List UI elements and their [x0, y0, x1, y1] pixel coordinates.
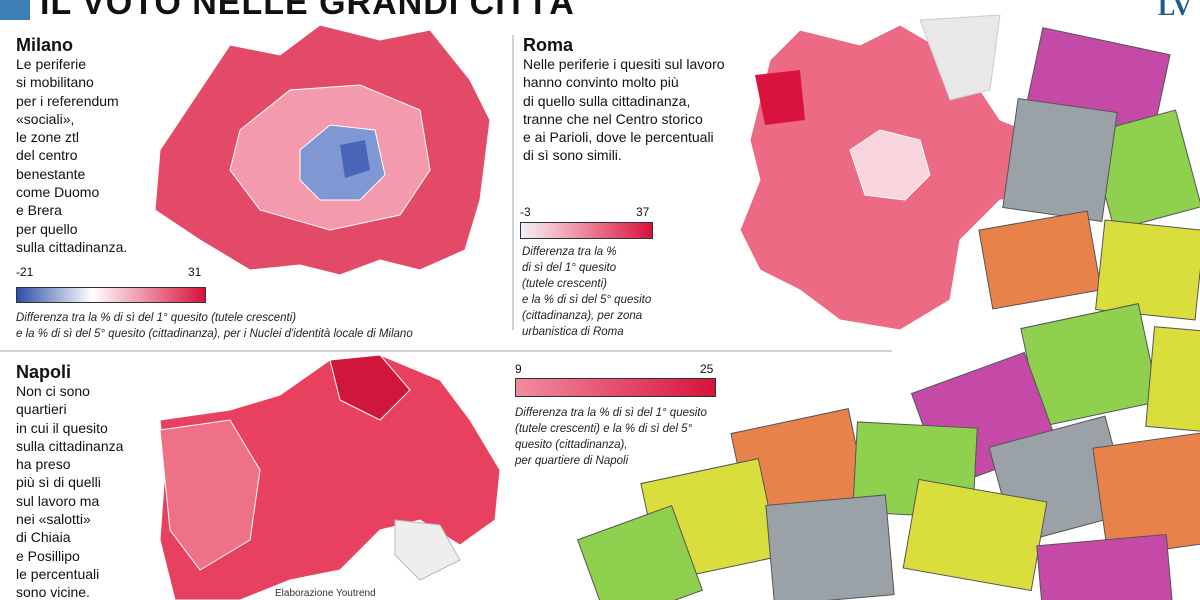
legend-caption: Differenza tra la % di sì del 1° quesito… [16, 310, 413, 342]
text-line: Differenza tra la % di sì del 1° quesito… [16, 312, 297, 324]
map-roma-centre [849, 129, 931, 201]
text-line: più sì di quelli [16, 474, 101, 491]
section-body: Nelle periferie i quesiti sul lavoro hann… [523, 55, 725, 165]
text-line: per i referendum [16, 92, 119, 109]
text-line: sulla cittadinanza [16, 437, 124, 454]
text-line: tranne che nel Centro storico [523, 110, 703, 127]
text-line: urbanistica di Roma [522, 326, 624, 338]
section-body: Non ci sono quartieri in cui il quesito sul… [16, 382, 123, 600]
text-line: sono vicine. [16, 584, 90, 600]
text-line: e Posillipo [16, 547, 80, 564]
text-line: le percentuali [16, 565, 100, 582]
map-napoli-west [159, 419, 261, 571]
text-line: «sociali», [16, 110, 75, 127]
legend-scale [520, 222, 653, 239]
text-line: e la % di sì del 5° quesito (cittadinanz… [16, 328, 413, 340]
ballot [978, 210, 1102, 310]
section-body: Le periferie si mobilitano per i referendu… [16, 55, 127, 256]
text-line: quesito (cittadinanza), [515, 439, 628, 451]
text-line: di Chiaia [16, 529, 71, 546]
legend-max: 25 [700, 362, 714, 376]
text-line: sul lavoro ma [16, 492, 100, 509]
legend-min: -21 [16, 265, 34, 279]
text-line: di sì del 1° quesito [522, 262, 617, 274]
ballot [1095, 219, 1200, 321]
text-line: Nelle periferie i quesiti sul lavoro [523, 56, 725, 72]
text-line: hanno convinto molto più [523, 74, 679, 91]
text-line: Differenza tra la % di sì del 1° quesito [515, 407, 707, 419]
text-line: nei «salotti» [16, 511, 91, 528]
legend-caption: Differenza tra la % di sì del 1° quesito (… [522, 244, 651, 340]
map-roma-outer [919, 14, 1001, 101]
legend-max: 37 [636, 205, 650, 219]
legend-min: 9 [515, 362, 522, 376]
text-line: e la % di sì del 5° quesito [522, 294, 652, 306]
text-line: Differenza tra la % [522, 246, 617, 258]
text-line: si mobilitano [16, 74, 94, 91]
source: Elaborazione Youtrend [275, 588, 376, 599]
text-line: in cui il quesito [16, 419, 108, 436]
ballot [1002, 98, 1118, 222]
map-roma-zone [755, 70, 805, 125]
section-heading: Milano [16, 35, 73, 55]
legend-max: 31 [188, 265, 202, 279]
text-line: per quello [16, 220, 78, 237]
section-heading: Napoli [16, 362, 72, 382]
ballot [765, 494, 895, 600]
text-line: quartieri [16, 401, 67, 418]
ballot [1145, 326, 1200, 434]
text-line: del centro [16, 147, 78, 164]
map-napoli-north [329, 354, 411, 421]
text-line: e Brera [16, 202, 62, 219]
text-line: Non ci sono [16, 383, 90, 399]
legend-scale [16, 287, 206, 303]
text-line: come Duomo [16, 184, 100, 201]
text-line: di quello sulla cittadinanza, [523, 92, 691, 109]
map-milano-core [340, 140, 370, 178]
ballot [1036, 533, 1174, 600]
text-line: sulla cittadinanza. [16, 238, 128, 255]
text-line: Le periferie [16, 56, 87, 72]
text-line: ha preso [16, 456, 71, 473]
legend-caption: Differenza tra la % di sì del 1° quesito… [515, 405, 707, 469]
text-line: (tutele crescenti) [522, 278, 608, 290]
legend-scale [515, 378, 716, 397]
legend-min: -3 [520, 205, 531, 219]
ballot [576, 504, 704, 600]
text-line: (cittadinanza), per zona [522, 310, 643, 322]
ballots [576, 27, 1200, 600]
text-line: e ai Parioli, dove le percentuali [523, 129, 714, 146]
text-line: benestante [16, 165, 86, 182]
text-line: di sì sono simili. [523, 147, 622, 164]
text-line: (tutele crescenti) e la % di sì del 5° [515, 423, 693, 435]
logo: LV [1158, 0, 1192, 21]
text-line: le zone ztl [16, 129, 80, 146]
map-napoli-port [394, 519, 461, 581]
title-marker [0, 0, 30, 20]
text-line: per quartiere di Napoli [515, 455, 629, 467]
section-heading: Roma [523, 35, 574, 55]
title: IL VOTO NELLE GRANDI CITTÀ [40, 0, 575, 22]
